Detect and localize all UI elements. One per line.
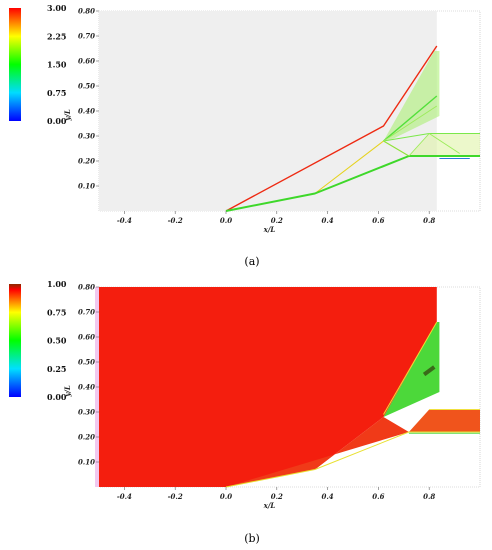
x-tick-label: 0.2	[271, 492, 283, 501]
x-tick-label: 0.6	[372, 492, 384, 501]
x-axis-label: x/L	[263, 501, 276, 510]
colorbar-tick-label: 0.25	[47, 364, 66, 374]
green-fan-d	[408, 133, 430, 157]
colorbar-tick-label: 0.00	[47, 116, 67, 126]
y-tick-label: 0.80	[78, 7, 95, 16]
colorbar-tick-label: 0.50	[47, 336, 67, 346]
y-tick-label: 0.40	[78, 383, 95, 392]
y-tick-label: 0.50	[78, 82, 95, 91]
x-tick-label: 0.4	[322, 492, 334, 501]
grey-domain	[99, 11, 437, 211]
y-tick-label: 0.60	[78, 57, 95, 66]
cone-band	[383, 51, 440, 141]
panel-a: 3.00 2.25 1.50 0.75 0.00 -0.4 -0.2 0.0 0.2 0.4 0.…	[9, 3, 481, 268]
x-tick-label: -0.4	[117, 216, 132, 225]
colorbar-tick-label: 0.75	[47, 307, 66, 317]
panel-b: 1.00 0.75 0.50 0.25 0.00 -0.4 -0.2 0.0 0.2 0.4 0.…	[9, 279, 481, 545]
main-red-region	[99, 287, 437, 487]
colorbar-a	[9, 8, 21, 121]
x-tick-label: 0.8	[423, 492, 435, 501]
y-tick-label: 0.20	[78, 157, 95, 166]
y-tick-label: 0.50	[78, 358, 95, 367]
duct-band	[408, 133, 480, 156]
x-tick-label: 0.6	[372, 216, 384, 225]
y-axis-label: y/L	[63, 385, 72, 398]
x-tick-label: -0.2	[168, 492, 183, 501]
caption-b: (b)	[244, 532, 260, 545]
y-tick-label: 0.70	[78, 32, 95, 41]
y-tick-label: 0.60	[78, 333, 95, 342]
dark-cells	[422, 365, 436, 377]
x-tick-label: 0.8	[423, 216, 435, 225]
cone-green-region	[383, 322, 440, 417]
colorbar-tick-label: 2.25	[47, 31, 66, 41]
green-lower	[225, 155, 480, 212]
x-tick-label: -0.2	[168, 216, 183, 225]
green-fan-a	[383, 140, 410, 157]
yellow-edge-upper	[383, 321, 438, 415]
y-axis-label: y/L	[63, 109, 72, 122]
colorbar-tick-label: 0.00	[47, 392, 67, 402]
colorbar-b	[9, 284, 21, 397]
y-tick-label: 0.80	[78, 283, 95, 292]
x-axis-label: x/L	[263, 225, 276, 234]
y-tick-label: 0.40	[78, 107, 95, 116]
green-fan-e	[428, 133, 460, 154]
caption-a: (a)	[244, 255, 259, 268]
y-tick-label: 0.10	[78, 182, 95, 191]
colorbar-tick-label: 1.00	[47, 279, 67, 289]
colorbar-tick-label: 1.50	[47, 60, 67, 70]
colorbar-tick-label: 3.00	[47, 3, 67, 13]
lower-red-wedge	[226, 417, 409, 487]
red-front	[225, 45, 438, 212]
y-tick-label: 0.70	[78, 308, 95, 317]
green-mid	[383, 95, 438, 142]
yellow-edge-lower	[225, 431, 480, 488]
x-tick-label: 0.4	[322, 216, 334, 225]
y-tick-label: 0.30	[78, 408, 95, 417]
y-tick-label: 0.30	[78, 132, 95, 141]
y-tick-label: 0.20	[78, 433, 95, 442]
colorbar-tick-label: 0.75	[47, 88, 66, 98]
x-tick-label: -0.4	[117, 492, 132, 501]
green-fan-c	[383, 105, 438, 142]
y-tick-label: 0.10	[78, 458, 95, 467]
x-tick-label: 0.2	[271, 216, 283, 225]
x-tick-label: 0.0	[220, 492, 232, 501]
x-tick-label: 0.0	[220, 216, 232, 225]
duct-orange-region	[408, 409, 480, 432]
